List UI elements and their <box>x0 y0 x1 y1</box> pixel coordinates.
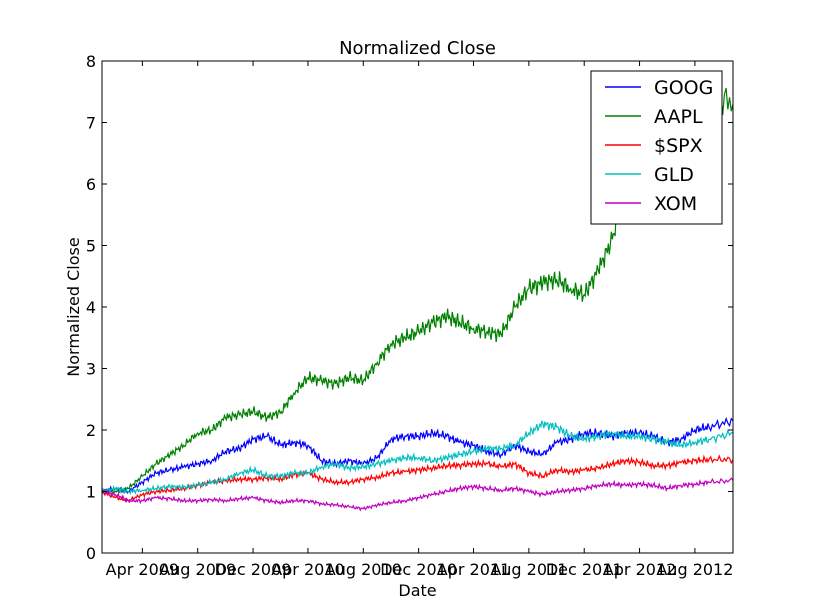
x-tick-label: Aug 2011 <box>490 560 567 579</box>
y-tick-label: 2 <box>86 421 96 440</box>
y-tick-label: 5 <box>86 237 96 256</box>
series-line-gld <box>101 420 734 495</box>
legend-label: GOOG <box>654 77 713 99</box>
x-tick-label: Aug 2010 <box>325 560 402 579</box>
y-tick-label: 0 <box>86 544 96 563</box>
series-line-xom <box>101 477 734 512</box>
x-tick-label: Aug 2009 <box>159 560 236 579</box>
legend-label: XOM <box>654 193 697 215</box>
y-axis: 0 1 2 3 4 5 6 7 8 <box>86 52 733 563</box>
x-tick-label: Dec 2011 <box>546 560 623 579</box>
y-axis-label: Normalized Close <box>64 237 83 376</box>
legend: GOOG AAPL $SPX GLD XOM <box>590 70 723 225</box>
x-tick-label: Aug 2012 <box>656 560 733 579</box>
legend-label: AAPL <box>654 106 703 128</box>
x-tick-label: Apr 2011 <box>437 560 510 579</box>
y-tick-label: 3 <box>86 360 96 379</box>
x-tick-label: Dec 2010 <box>380 560 457 579</box>
x-tick-label: Dec 2009 <box>215 560 292 579</box>
x-tick-label: Apr 2012 <box>603 560 676 579</box>
x-axis-label: Date <box>398 581 436 600</box>
x-tick-label: Apr 2009 <box>106 560 179 579</box>
legend-label: $SPX <box>654 135 703 157</box>
legend-box <box>590 70 723 225</box>
y-tick-label: 8 <box>86 52 96 71</box>
y-tick-label: 7 <box>86 114 96 133</box>
legend-label: GLD <box>654 164 694 186</box>
y-tick-label: 6 <box>86 175 96 194</box>
y-tick-label: 4 <box>86 298 96 317</box>
chart-title: Normalized Close <box>339 38 496 59</box>
y-tick-label: 1 <box>86 483 96 502</box>
x-tick-label: Apr 2010 <box>271 560 344 579</box>
